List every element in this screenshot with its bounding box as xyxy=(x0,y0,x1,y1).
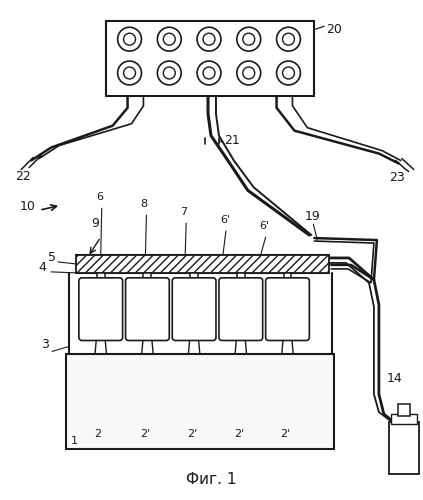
Circle shape xyxy=(163,33,175,45)
Text: 7: 7 xyxy=(180,207,187,217)
Circle shape xyxy=(163,67,175,79)
Text: 22: 22 xyxy=(15,170,31,183)
Circle shape xyxy=(124,33,135,45)
Circle shape xyxy=(124,67,135,79)
Bar xyxy=(106,22,314,96)
Circle shape xyxy=(197,61,221,85)
Text: 3: 3 xyxy=(41,338,49,351)
Circle shape xyxy=(203,33,215,45)
Bar xyxy=(391,414,417,424)
Bar xyxy=(190,273,198,281)
Bar xyxy=(143,273,151,281)
Bar xyxy=(76,255,329,273)
FancyBboxPatch shape xyxy=(219,278,263,340)
Circle shape xyxy=(243,67,255,79)
Text: 6: 6 xyxy=(96,192,103,202)
Bar xyxy=(237,273,245,281)
Text: 4: 4 xyxy=(38,261,46,274)
Text: 2: 2 xyxy=(94,429,101,439)
Text: 14: 14 xyxy=(387,372,403,386)
Text: Фиг. 1: Фиг. 1 xyxy=(186,472,236,486)
Bar xyxy=(389,422,419,474)
Circle shape xyxy=(157,27,181,51)
Circle shape xyxy=(277,61,300,85)
Text: 2': 2' xyxy=(234,429,244,439)
Circle shape xyxy=(237,27,261,51)
FancyBboxPatch shape xyxy=(126,278,169,340)
Bar xyxy=(398,404,410,416)
Circle shape xyxy=(157,61,181,85)
Text: 8: 8 xyxy=(140,199,148,209)
Text: 6': 6' xyxy=(260,221,270,231)
Circle shape xyxy=(283,33,294,45)
Circle shape xyxy=(243,33,255,45)
Text: 2': 2' xyxy=(280,429,291,439)
Text: 2': 2' xyxy=(187,429,198,439)
Circle shape xyxy=(203,67,215,79)
Text: 20: 20 xyxy=(326,24,342,36)
Bar xyxy=(97,273,105,281)
FancyBboxPatch shape xyxy=(79,278,123,340)
Bar xyxy=(66,354,334,449)
Text: 6': 6' xyxy=(220,215,230,225)
Circle shape xyxy=(118,27,141,51)
Circle shape xyxy=(283,67,294,79)
Text: 2': 2' xyxy=(140,429,151,439)
Text: 23: 23 xyxy=(389,172,404,184)
Circle shape xyxy=(197,27,221,51)
Text: 10: 10 xyxy=(19,200,35,213)
Circle shape xyxy=(277,27,300,51)
Text: 19: 19 xyxy=(305,210,320,223)
Text: 9: 9 xyxy=(91,217,99,230)
Text: 1: 1 xyxy=(71,436,78,446)
FancyBboxPatch shape xyxy=(172,278,216,340)
Bar xyxy=(283,273,291,281)
Text: 5: 5 xyxy=(48,251,56,264)
FancyBboxPatch shape xyxy=(266,278,309,340)
Text: 21: 21 xyxy=(224,134,240,146)
Circle shape xyxy=(237,61,261,85)
Circle shape xyxy=(118,61,141,85)
